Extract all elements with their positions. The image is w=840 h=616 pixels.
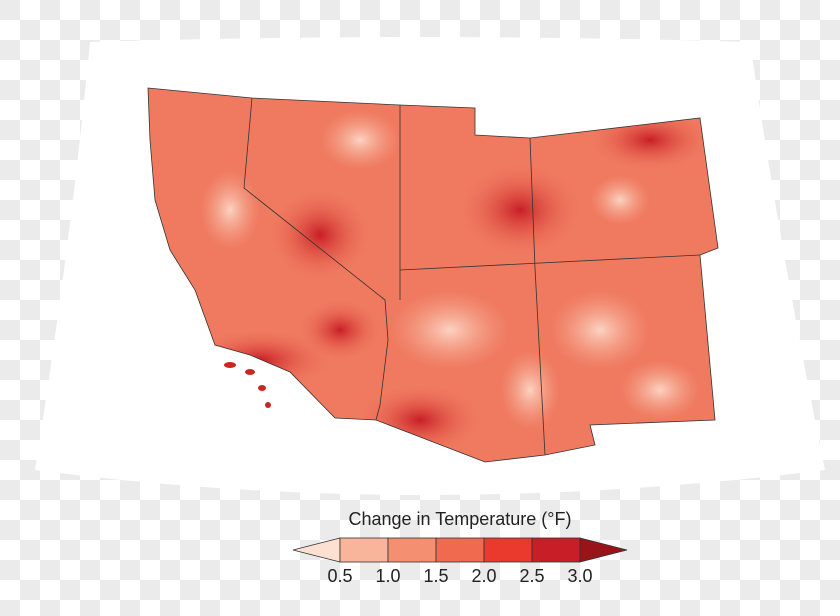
legend-bin — [387, 537, 437, 563]
border-utah-arizona — [399, 254, 701, 271]
legend-tick: 1.5 — [423, 566, 449, 586]
legend-low-arrow — [292, 537, 341, 563]
legend-bin — [339, 537, 389, 563]
legend-tick: 0.5 — [327, 566, 353, 586]
border-california-nevada — [243, 97, 389, 421]
legend-bin — [435, 537, 485, 563]
legend-tick: 2.5 — [519, 566, 545, 586]
state-borders — [147, 87, 719, 463]
legend-title: Change in Temperature (°F) — [348, 509, 572, 529]
legend-tick: 3.0 — [567, 566, 593, 586]
legend-bin — [483, 537, 533, 563]
legend-high-arrow — [579, 537, 628, 563]
border-arizona-newmexico — [534, 267, 546, 456]
legend-bin — [531, 537, 581, 563]
legend-tick: 1.0 — [375, 566, 401, 586]
legend-tick: 2.0 — [471, 566, 497, 586]
islands — [224, 362, 271, 408]
color-legend — [292, 537, 628, 563]
border-utah-colorado — [529, 137, 536, 269]
